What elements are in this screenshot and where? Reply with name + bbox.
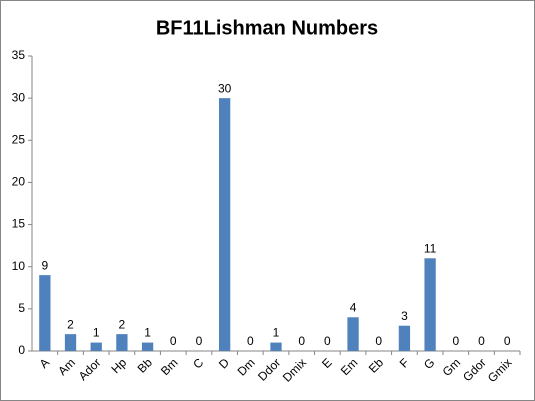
bar <box>347 317 359 351</box>
data-label: 1 <box>93 326 100 340</box>
data-label: 1 <box>144 326 151 340</box>
y-tick-label: 15 <box>12 217 26 231</box>
data-label: 0 <box>170 334 177 348</box>
bar <box>141 342 154 351</box>
bar <box>64 334 77 351</box>
y-tick-label: 25 <box>12 132 26 146</box>
bar <box>424 258 436 351</box>
bar <box>116 334 128 351</box>
data-label: 2 <box>119 317 126 331</box>
data-label: 0 <box>375 334 382 348</box>
chart-title: BF11Lishman Numbers <box>156 17 378 39</box>
bar <box>90 342 102 351</box>
bar <box>218 98 231 352</box>
data-label: 2 <box>67 317 74 331</box>
data-label: 0 <box>247 334 254 348</box>
data-label: 0 <box>324 334 331 348</box>
data-label: 0 <box>478 334 485 348</box>
y-tick-label: 5 <box>18 301 25 315</box>
y-tick-label: 0 <box>18 343 25 357</box>
bar <box>270 342 282 351</box>
data-label: 0 <box>452 334 459 348</box>
bar <box>398 325 411 351</box>
data-label: 9 <box>41 258 48 272</box>
data-label: 3 <box>401 309 408 323</box>
data-label: 0 <box>196 334 203 348</box>
data-label: 1 <box>273 326 280 340</box>
y-tick-label: 20 <box>12 175 26 189</box>
data-label: 0 <box>504 334 511 348</box>
y-tick-label: 35 <box>12 48 26 62</box>
data-label: 4 <box>350 300 357 314</box>
data-label: 0 <box>298 334 305 348</box>
y-tick-label: 30 <box>12 90 26 104</box>
y-tick-label: 10 <box>12 259 26 273</box>
bar <box>39 275 51 351</box>
data-label: 11 <box>424 241 437 255</box>
data-label: 30 <box>218 81 232 95</box>
